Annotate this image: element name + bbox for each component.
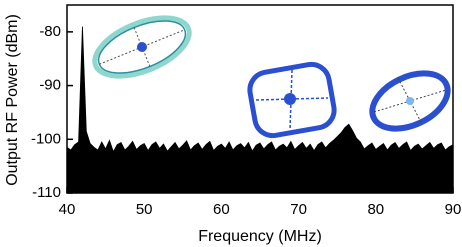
- y-tick-label: -100: [31, 130, 61, 147]
- x-tick-label: 40: [59, 201, 76, 218]
- x-tick-label: 50: [136, 201, 153, 218]
- inset-dot: [284, 93, 296, 105]
- x-tick-label: 70: [290, 201, 307, 218]
- spectrum-area: [66, 26, 454, 194]
- insets: [92, 15, 451, 139]
- y-tick-label: -80: [39, 23, 61, 40]
- inset-dot: [137, 42, 147, 52]
- y-tick-label: -90: [39, 77, 61, 94]
- x-tick-label: 90: [445, 201, 462, 218]
- plot-frame: [66, 4, 454, 194]
- inset-dot: [406, 97, 414, 105]
- x-tick-label: 60: [213, 201, 230, 218]
- x-tick-label: 80: [367, 201, 384, 218]
- x-axis-label: Frequency (MHz): [198, 228, 322, 245]
- y-tick-label: -110: [32, 184, 61, 201]
- y-axis-label: Output RF Power (dBm): [4, 14, 21, 186]
